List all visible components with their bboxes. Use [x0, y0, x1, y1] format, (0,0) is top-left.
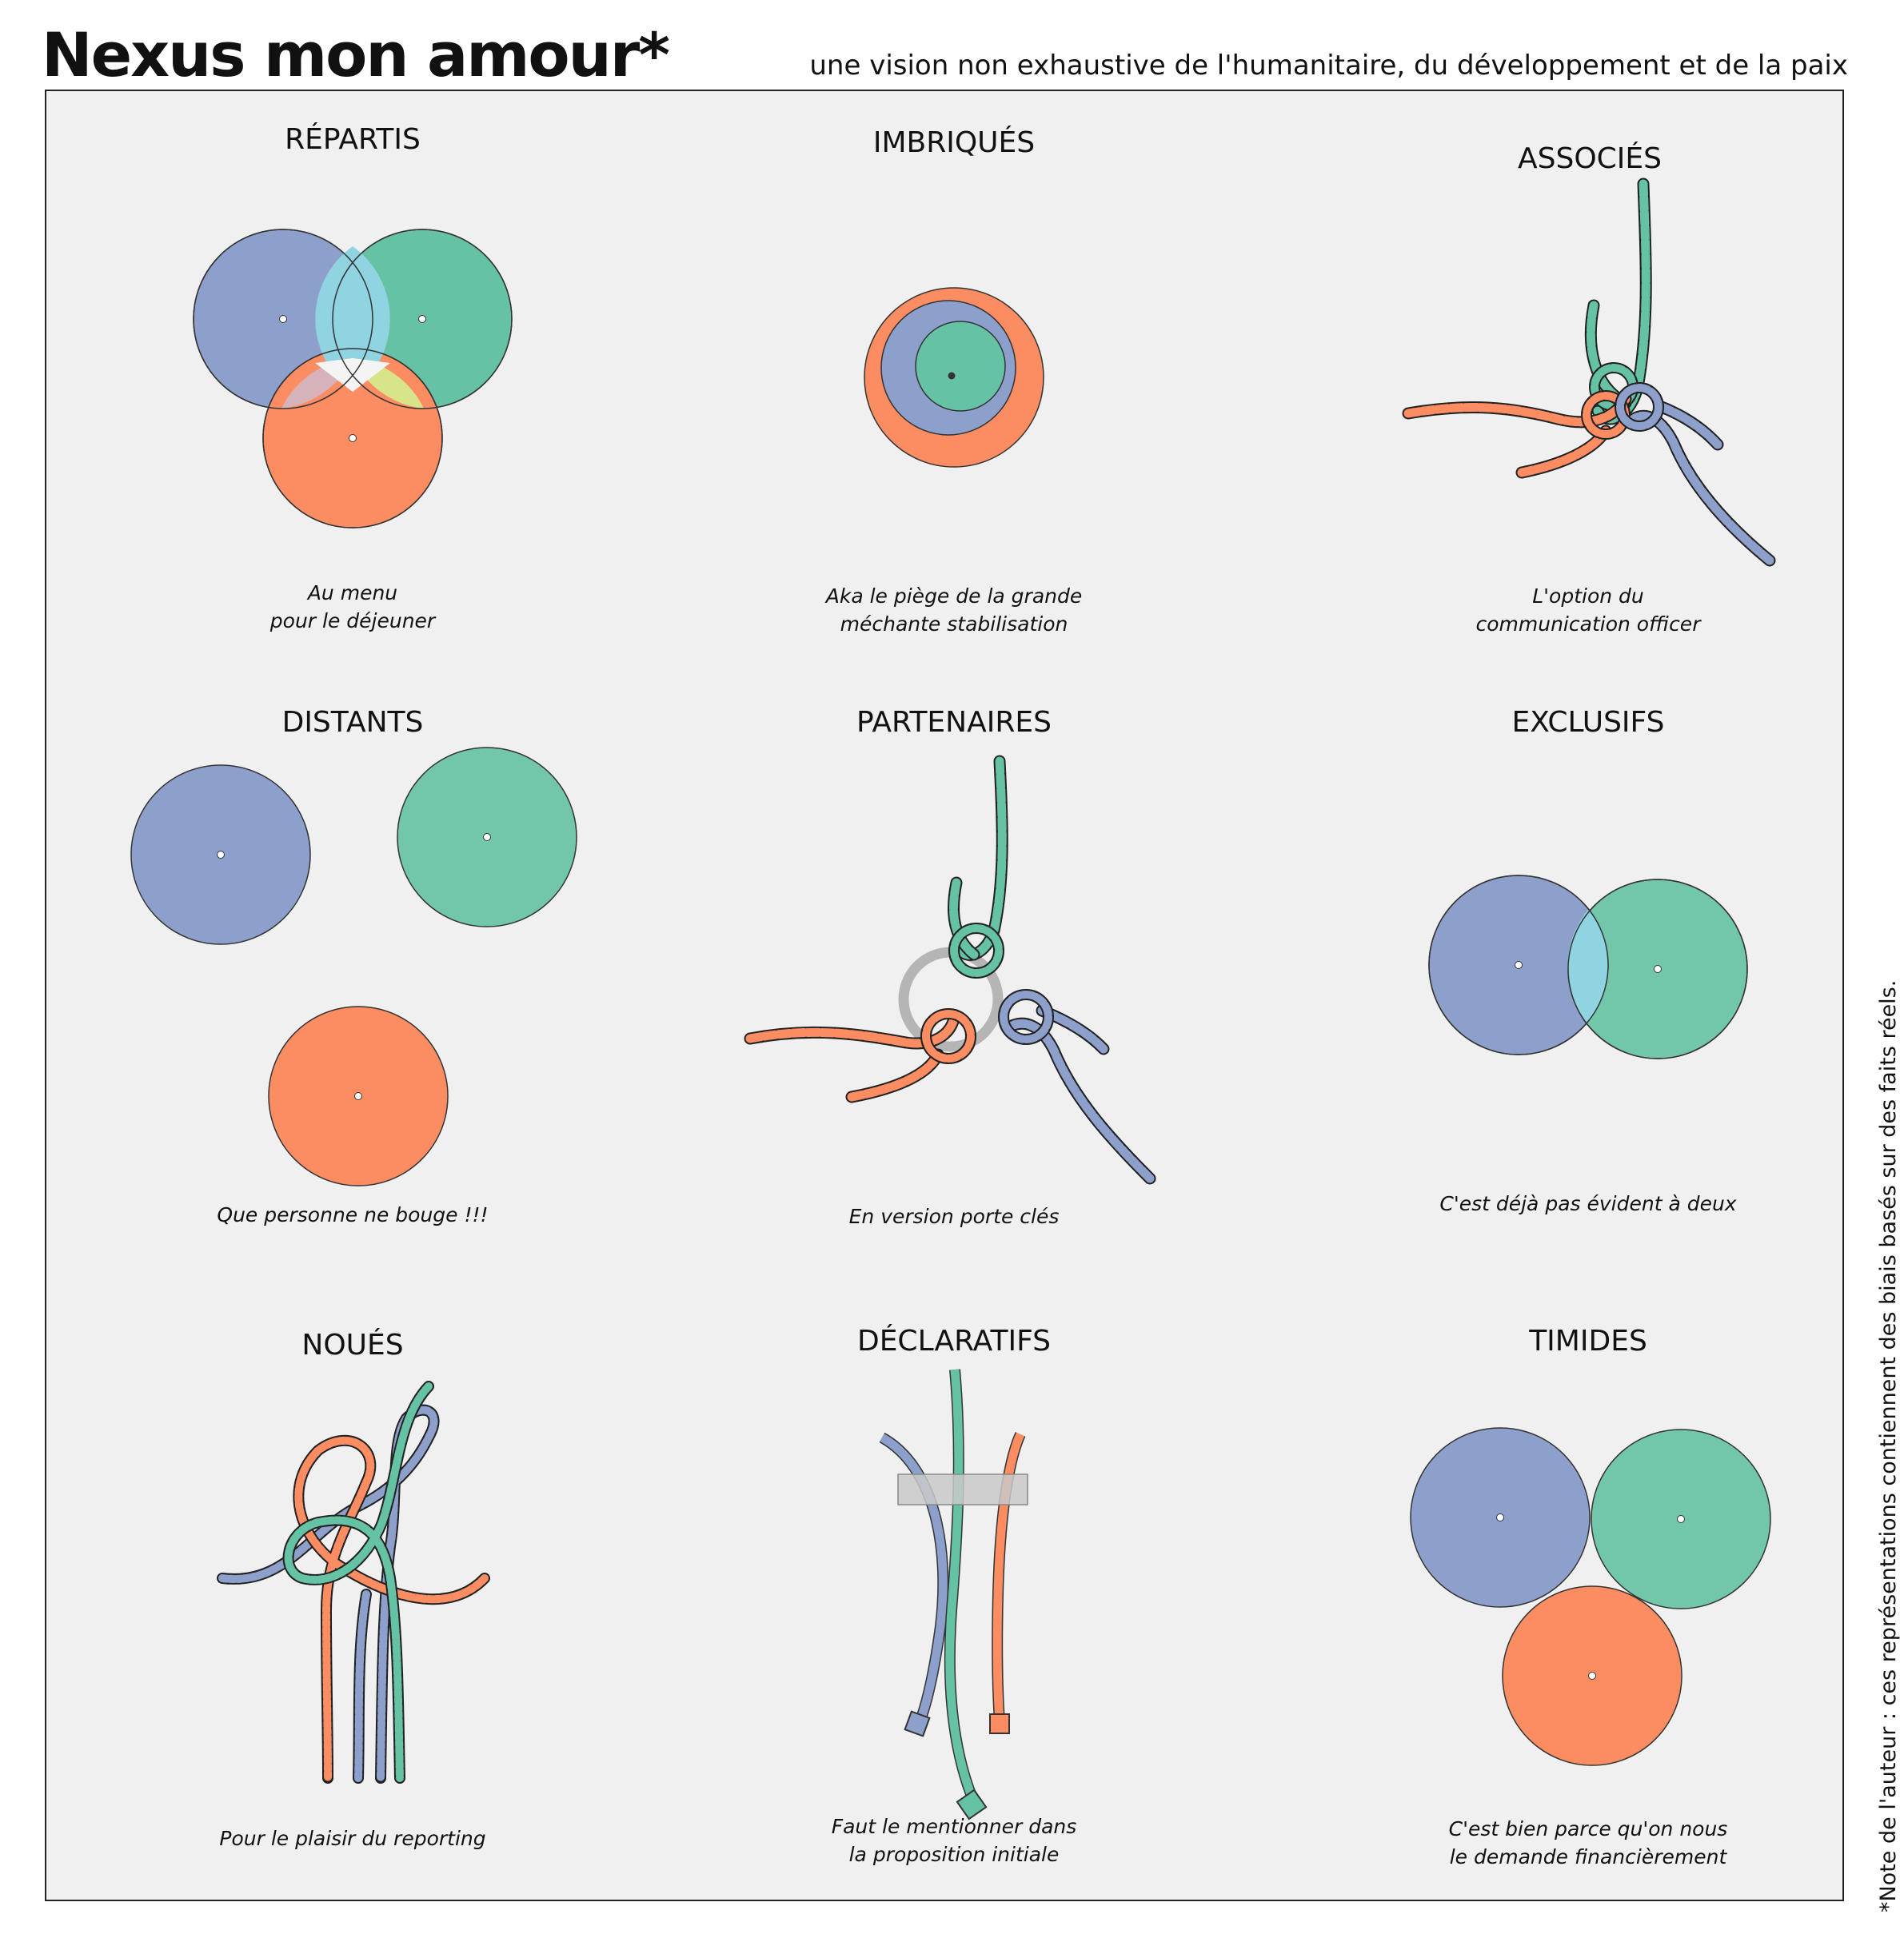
imbriques-dot — [948, 372, 956, 380]
panel-title-exclusifs: EXCLUSIFS — [1511, 706, 1665, 739]
caption-line: L'option du — [1532, 584, 1644, 608]
caption-line: la proposition initiale — [848, 1843, 1060, 1866]
timides-dot-blue — [1496, 1513, 1504, 1521]
repartis-overlap-blue-green — [315, 246, 390, 392]
panel-title-partenaires: PARTENAIRES — [856, 706, 1052, 739]
timides-dot-orange — [1588, 1672, 1596, 1680]
panel-title-declaratifs: DÉCLARATIFS — [856, 1325, 1052, 1358]
caption-line: pour le déjeuner — [269, 609, 436, 632]
exclusifs-overlap — [1567, 910, 1608, 1023]
author-footnote: *Note de l'auteur : ces représentations … — [1876, 979, 1901, 1912]
panel-caption-declaratifs: Faut le mentionner dans la proposition i… — [674, 1812, 1234, 1868]
panel-title-imbriques: IMBRIQUÉS — [872, 126, 1036, 159]
panel-caption-partenaires: En version porte clés — [674, 1202, 1234, 1230]
page-title: Nexus mon amour* — [42, 19, 670, 90]
repartis-venn — [193, 229, 513, 528]
distants-circles — [130, 747, 577, 1186]
caption-line: Pour le plaisir du reporting — [219, 1827, 486, 1850]
distants-dot-green — [483, 833, 491, 841]
caption-line: Au menu — [307, 581, 398, 604]
caption-line: communication officer — [1475, 612, 1701, 636]
distants-dot-blue — [217, 851, 225, 859]
diagram-frame: RÉPARTIS IMBRIQUÉS ASSOCIÉS DISTANTS PAR… — [45, 90, 1844, 1901]
declaratifs-end-green — [956, 1789, 988, 1820]
timides-circles — [1410, 1427, 1771, 1766]
panel-title-associes: ASSOCIÉS — [1517, 142, 1663, 175]
panel-title-timides: TIMIDES — [1529, 1325, 1647, 1358]
caption-line: C'est bien parce qu'on nous — [1448, 1817, 1728, 1840]
repartis-dot-orange — [349, 434, 357, 442]
associes-ropes — [1402, 177, 1776, 567]
repartis-dot-blue — [279, 315, 287, 323]
panel-title-distants: DISTANTS — [281, 706, 424, 739]
caption-line: Aka le piège de la grande — [825, 584, 1083, 608]
panel-caption-repartis: Au menu pour le déjeuner — [73, 579, 633, 635]
declaratifs-strips — [879, 1369, 1028, 1820]
exclusifs-dot-blue — [1515, 961, 1523, 969]
caption-line: En version porte clés — [848, 1205, 1060, 1228]
caption-line: Que personne ne bouge !!! — [217, 1203, 489, 1226]
declaratifs-end-blue — [904, 1710, 931, 1737]
imbriques-circle-green — [915, 321, 1006, 412]
repartis-dot-green — [418, 315, 426, 323]
caption-line: Faut le mentionner dans — [831, 1815, 1077, 1838]
page-subtitle: une vision non exhaustive de l'humanitai… — [809, 50, 1848, 82]
panel-caption-timides: C'est bien parce qu'on nous le demande f… — [1308, 1815, 1868, 1871]
panel-caption-associes: L'option du communication officer — [1308, 582, 1868, 638]
exclusifs-venn — [1428, 875, 1748, 1059]
panel-caption-exclusifs: C'est déjà pas évident à deux — [1308, 1190, 1868, 1218]
diagram-canvas — [130, 177, 1776, 1820]
panel-title-repartis: RÉPARTIS — [285, 123, 421, 156]
panel-caption-noues: Pour le plaisir du reporting — [73, 1824, 633, 1852]
timides-dot-green — [1677, 1515, 1685, 1523]
declaratifs-tape — [897, 1473, 1028, 1505]
declaratifs-end-orange — [989, 1713, 1010, 1734]
panel-title-noues: NOUÉS — [301, 1329, 404, 1362]
caption-line: C'est déjà pas évident à deux — [1439, 1192, 1737, 1215]
partenaires-keyring — [744, 755, 1156, 1185]
imbriques-nested — [864, 287, 1044, 468]
caption-line: méchante stabilisation — [840, 612, 1068, 636]
panel-caption-distants: Que personne ne bouge !!! — [73, 1201, 633, 1229]
noues-knot — [217, 1381, 490, 1784]
panel-caption-imbriques: Aka le piège de la grande méchante stabi… — [674, 582, 1234, 638]
exclusifs-dot-green — [1654, 965, 1662, 973]
distants-dot-orange — [354, 1092, 362, 1100]
caption-line: le demande financièrement — [1449, 1845, 1727, 1868]
